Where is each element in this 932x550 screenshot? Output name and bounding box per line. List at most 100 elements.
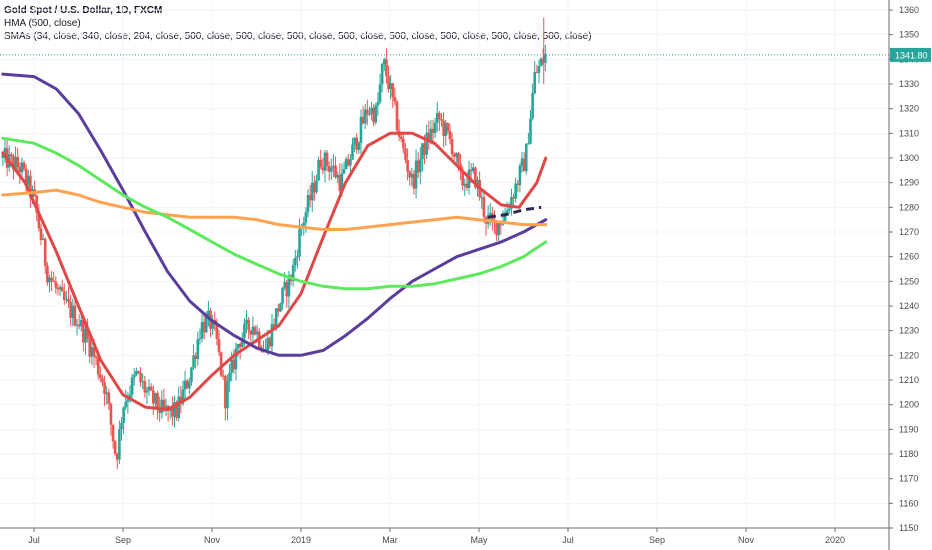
candle-down xyxy=(54,281,58,288)
candle-up xyxy=(342,169,346,174)
candle-up xyxy=(188,381,191,389)
candle-up xyxy=(145,390,149,393)
candle-up xyxy=(274,308,278,328)
candle-down xyxy=(313,182,316,193)
price-axis: 1150 1160 1170 1180 1190 1200 1210 1220 1230 1240… xyxy=(888,0,931,550)
candle-up xyxy=(304,212,308,223)
candle-up xyxy=(291,265,295,281)
candle-down xyxy=(73,305,77,326)
candle-down xyxy=(440,118,443,121)
candle-up xyxy=(160,399,164,413)
candle-up xyxy=(353,137,356,145)
candle-down xyxy=(327,166,331,172)
candle-down xyxy=(512,197,515,199)
candle-up xyxy=(378,84,382,103)
price-tick-label: 1330 xyxy=(899,79,919,89)
candle-up xyxy=(120,422,123,430)
candle-down xyxy=(101,377,104,383)
candle-up xyxy=(476,179,479,188)
candle-down xyxy=(115,453,119,460)
candle-down xyxy=(450,139,454,155)
price-tick-label: 1260 xyxy=(899,252,919,262)
candle-up xyxy=(58,287,62,290)
candle-down xyxy=(60,287,64,292)
candle-up xyxy=(26,175,30,186)
last-price-badge xyxy=(890,47,931,62)
candle-down xyxy=(474,167,477,188)
time-axis: Jul Sep Nov 2019 Mar May Jul Sep Nov 2020 xyxy=(0,527,889,545)
candle-up xyxy=(533,72,537,94)
candle-down xyxy=(461,170,464,186)
time-tick-label: Nov xyxy=(204,535,221,545)
candle-down xyxy=(175,402,178,419)
price-tick-label: 1210 xyxy=(899,375,919,385)
candle-up xyxy=(374,105,378,123)
candle-up xyxy=(298,229,301,257)
candle-up xyxy=(524,143,528,172)
candle-down xyxy=(516,183,520,186)
candle-down xyxy=(156,393,159,409)
candle-up xyxy=(359,116,363,143)
candle-up xyxy=(531,93,534,119)
candle-up xyxy=(79,320,83,327)
candle-down xyxy=(99,374,102,378)
candle-down xyxy=(113,441,117,454)
candle-up xyxy=(510,197,513,209)
price-tick-label: 1290 xyxy=(899,178,919,188)
price-tick-label: 1320 xyxy=(899,104,919,114)
price-tick-label: 1150 xyxy=(899,523,918,533)
candle-up xyxy=(471,167,475,172)
candle-down xyxy=(92,347,96,357)
last-price-label: 1341.80 xyxy=(895,50,928,60)
candle-down xyxy=(277,308,280,312)
candle-down xyxy=(325,152,329,167)
candle-up xyxy=(243,323,246,339)
candle-down xyxy=(249,330,253,335)
candle-down xyxy=(495,222,498,236)
candle-down xyxy=(22,162,26,169)
candle-up xyxy=(363,109,367,124)
candle-down xyxy=(334,165,337,178)
candle-down xyxy=(39,228,43,241)
candle-down xyxy=(452,154,456,157)
candle-down xyxy=(35,195,39,213)
candle-down xyxy=(482,197,486,217)
candle-up xyxy=(508,208,511,211)
candle-down xyxy=(143,381,147,393)
candle-up xyxy=(41,238,45,241)
price-tick-label: 1250 xyxy=(899,276,919,286)
series-line-sma-340 xyxy=(1,188,548,231)
candle-up xyxy=(105,392,108,395)
candle-up xyxy=(183,380,187,390)
candle-up xyxy=(198,338,202,340)
candle-down xyxy=(366,109,369,115)
candle-down xyxy=(399,136,403,139)
candle-down xyxy=(361,116,365,124)
candle-up xyxy=(14,156,17,170)
candle-down xyxy=(221,375,225,377)
candle-up xyxy=(302,222,306,226)
candle-up xyxy=(48,277,51,283)
candle-up xyxy=(181,389,185,404)
indicator-lines xyxy=(0,54,889,412)
candle-down xyxy=(56,287,60,290)
candle-up xyxy=(480,197,484,199)
candle-down xyxy=(185,380,189,389)
candle-down xyxy=(319,159,323,168)
candle-up xyxy=(421,143,424,160)
candle-up xyxy=(410,173,414,178)
candle-down xyxy=(82,320,85,343)
candle-up xyxy=(514,183,517,199)
candle-down xyxy=(179,396,183,404)
candle-up xyxy=(251,326,255,335)
candle-down xyxy=(137,370,140,373)
candle-up xyxy=(287,275,291,297)
candle-down xyxy=(448,131,452,140)
indicator-hma: HMA (500, close) xyxy=(4,18,81,29)
candle-down xyxy=(395,101,399,131)
candle-down xyxy=(86,329,89,339)
candle-down xyxy=(29,175,32,198)
candle-up xyxy=(296,256,299,258)
candle-up xyxy=(389,83,392,90)
